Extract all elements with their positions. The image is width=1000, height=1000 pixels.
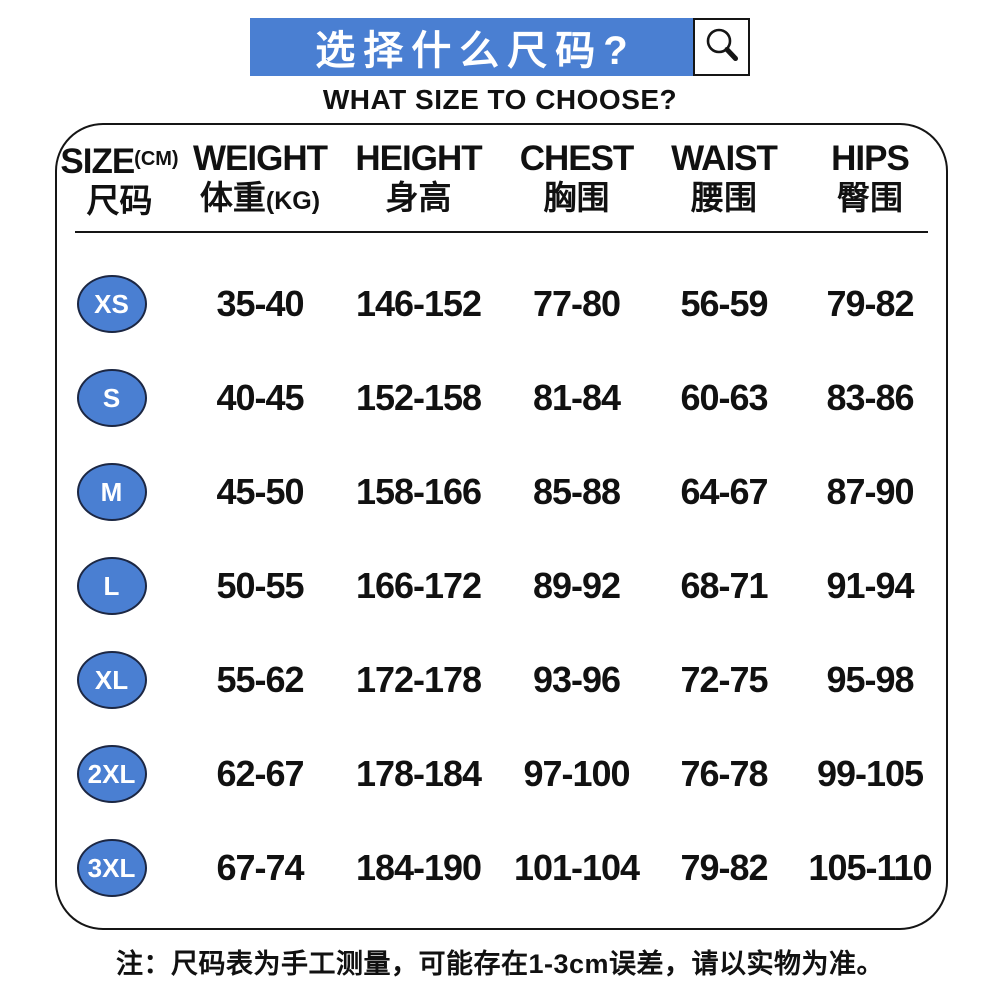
size-badge: M [76, 463, 147, 521]
table-row: S 40-45 152-158 81-84 60-63 83-86 [57, 351, 946, 445]
waist-value: 79-82 [680, 847, 768, 888]
column-label-cn: 胸围 [543, 179, 610, 216]
column-label-en: WEIGHT [193, 139, 328, 178]
table-body: XS 35-40 146-152 77-80 56-59 79-82 S 40-… [57, 233, 946, 915]
banner: 选择什么尺码? [250, 18, 693, 76]
waist-value: 56-59 [680, 283, 768, 324]
table-row: 2XL 62-67 178-184 97-100 76-78 99-105 [57, 727, 946, 821]
weight-value: 50-55 [216, 565, 304, 606]
hips-value: 87-90 [826, 471, 914, 512]
column-header-chest: CHEST 胸围 [499, 140, 654, 219]
table-row: XL 55-62 172-178 93-96 72-75 95-98 [57, 633, 946, 727]
size-badge: XL [76, 651, 147, 709]
chest-value: 101-104 [513, 847, 640, 888]
column-header-height: HEIGHT 身高 [338, 140, 499, 219]
table-row: XS 35-40 146-152 77-80 56-59 79-82 [57, 257, 946, 351]
height-value: 172-178 [355, 659, 482, 700]
banner-row: 选择什么尺码? [250, 18, 750, 76]
column-label-cn: 身高 [385, 179, 452, 216]
hips-value: 95-98 [826, 659, 914, 700]
chest-value: 97-100 [523, 753, 630, 794]
table-header: SIZE(CM) 尺码 WEIGHT 体重(KG) HEIGHT 身高 CHES… [57, 125, 946, 219]
column-unit: (KG) [265, 187, 321, 215]
column-header-weight: WEIGHT 体重(KG) [182, 140, 338, 219]
hips-value: 83-86 [826, 377, 914, 418]
chest-value: 93-96 [532, 659, 621, 700]
column-label-cn: 尺码 [86, 182, 153, 219]
hips-value: 79-82 [826, 283, 914, 324]
weight-value: 67-74 [216, 847, 304, 888]
waist-value: 64-67 [680, 471, 768, 512]
search-box [693, 18, 750, 76]
chest-value: 89-92 [532, 565, 621, 606]
weight-value: 45-50 [216, 471, 304, 512]
banner-title: 选择什么尺码? [315, 29, 636, 73]
chest-value: 77-80 [532, 283, 621, 324]
column-label-cn: 臀围 [837, 179, 903, 216]
weight-value: 35-40 [216, 283, 304, 324]
header-divider [75, 231, 928, 233]
column-header-size: SIZE(CM) 尺码 [57, 140, 182, 219]
chest-value: 81-84 [532, 377, 621, 418]
weight-value: 55-62 [216, 659, 304, 700]
height-value: 152-158 [355, 377, 482, 418]
column-label-cn: 腰围 [691, 179, 757, 216]
chest-value: 85-88 [532, 471, 621, 512]
column-label-en: HIPS [831, 139, 910, 178]
table-row: M 45-50 158-166 85-88 64-67 87-90 [57, 445, 946, 539]
waist-value: 72-75 [680, 659, 768, 700]
table-row: 3XL 67-74 184-190 101-104 79-82 105-110 [57, 821, 946, 915]
size-chart-card: SIZE(CM) 尺码 WEIGHT 体重(KG) HEIGHT 身高 CHES… [55, 123, 948, 930]
size-badge: L [76, 557, 147, 615]
size-badge: 3XL [76, 839, 147, 897]
height-value: 178-184 [355, 753, 482, 794]
column-header-hips: HIPS 臀围 [794, 140, 946, 219]
weight-value: 40-45 [216, 377, 304, 418]
column-label-en: CHEST [519, 139, 635, 178]
column-label-en: WAIST [671, 139, 778, 178]
height-value: 166-172 [355, 565, 482, 606]
height-value: 158-166 [355, 471, 482, 512]
column-unit: (CM) [134, 148, 179, 170]
height-value: 184-190 [355, 847, 482, 888]
column-label-en: SIZE(CM) [60, 142, 179, 181]
subtitle: WHAT SIZE TO CHOOSE? [322, 84, 678, 115]
footnote: 注：尺码表为手工测量，可能存在1-3cm误差，请以实物为准。 [115, 949, 885, 979]
column-label-cn: 体重(KG) [199, 179, 321, 216]
size-badge: 2XL [76, 745, 147, 803]
column-header-waist: WAIST 腰围 [654, 140, 794, 219]
height-value: 146-152 [355, 283, 482, 324]
hips-value: 99-105 [816, 753, 924, 794]
table-row: L 50-55 166-172 89-92 68-71 91-94 [57, 539, 946, 633]
waist-value: 76-78 [680, 753, 768, 794]
size-badge: XS [76, 275, 147, 333]
weight-value: 62-67 [216, 753, 304, 794]
waist-value: 68-71 [680, 565, 768, 606]
size-badge: S [76, 369, 147, 427]
waist-value: 60-63 [680, 377, 768, 418]
hips-value: 105-110 [808, 847, 932, 888]
hips-value: 91-94 [826, 565, 914, 606]
column-label-en: HEIGHT [355, 139, 482, 178]
magnifier-icon [701, 24, 743, 71]
